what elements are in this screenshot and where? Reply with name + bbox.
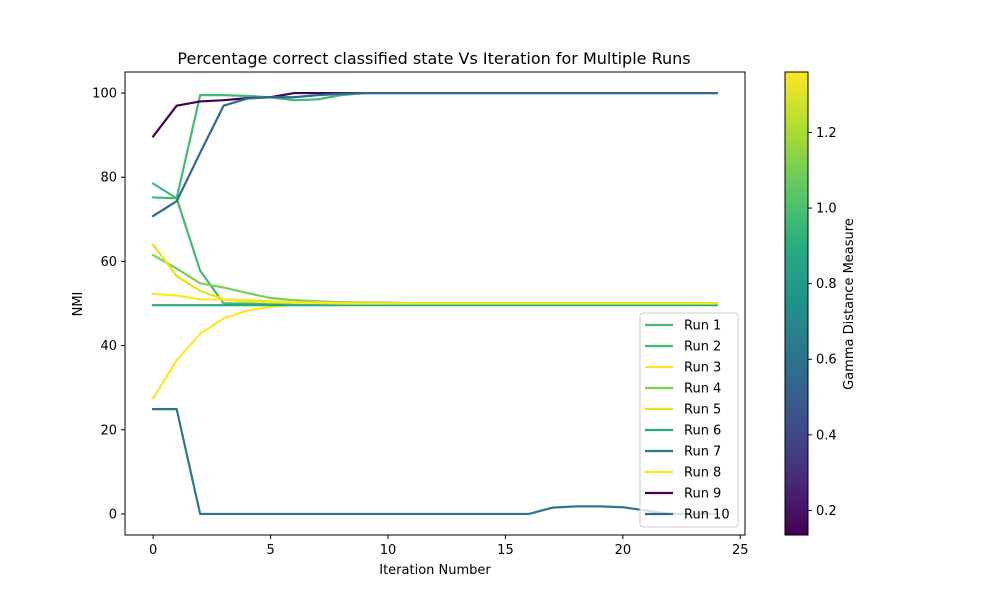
y-axis-ticks: 0 20 40 60 80 100 — [92, 87, 125, 522]
colorbar-tick-label: 0.8 — [816, 277, 837, 292]
colorbar-gradient — [784, 71, 809, 536]
y-tick-label: 60 — [100, 255, 117, 270]
legend-label-run-8: Run 8 — [684, 466, 721, 481]
series-line-run-8 — [152, 292, 718, 305]
series-line-run-3 — [151, 302, 718, 400]
series-line-run-4 — [151, 253, 718, 305]
legend-items: Run 1 Run 2 Run 3 Run 4 Run 5 Run 6 Run 7 Run 8… — [645, 319, 730, 523]
legend-label-run-2: Run 2 — [684, 340, 721, 355]
legend-label-run-7: Run 7 — [684, 445, 721, 460]
y-tick-label: 40 — [100, 339, 117, 354]
series-line-run-7 — [152, 408, 718, 516]
colorbar-tick-label: 1.2 — [816, 126, 837, 141]
series-line-run-1 — [151, 91, 718, 200]
legend: Run 1 Run 2 Run 3 Run 4 Run 5 Run 6 Run 7 Run 8… — [639, 312, 739, 528]
x-tick-label: 0 — [149, 543, 157, 558]
plot-area: 0 5 10 15 20 25 0 20 40 60 80 100 — [92, 71, 749, 558]
legend-label-run-1: Run 1 — [684, 319, 721, 334]
y-tick-label: 100 — [92, 87, 117, 102]
series-line-run-9 — [151, 91, 718, 138]
y-tick-label: 20 — [100, 423, 117, 438]
plot-frame — [124, 71, 746, 536]
legend-label-run-6: Run 6 — [684, 424, 721, 439]
series-line-run-2 — [152, 196, 718, 305]
colorbar-label: Gamma Distance Measure — [842, 218, 857, 390]
x-tick-label: 20 — [615, 543, 632, 558]
legend-label-run-9: Run 9 — [684, 487, 721, 502]
y-axis-label: NMI — [71, 292, 86, 317]
legend-label-run-5: Run 5 — [684, 403, 721, 418]
colorbar-tick-label: 1.0 — [816, 202, 837, 217]
colorbar-tick-label: 0.6 — [816, 353, 837, 368]
colorbar-ticks: 0.2 0.4 0.6 0.8 1.0 1.2 — [808, 126, 837, 519]
colorbar-tick-label: 0.4 — [816, 428, 837, 443]
x-tick-label: 10 — [380, 543, 397, 558]
legend-label-run-10: Run 10 — [684, 508, 730, 523]
y-tick-label: 80 — [100, 171, 117, 186]
chart-title: Percentage correct classified state Vs I… — [177, 49, 690, 68]
series-line-run-10 — [151, 91, 718, 218]
x-axis-ticks: 0 5 10 15 20 25 — [149, 535, 749, 558]
x-tick-label: 15 — [497, 543, 514, 558]
series-line-run-5 — [151, 243, 718, 305]
series-lines — [151, 91, 718, 516]
x-tick-label: 25 — [732, 543, 749, 558]
y-tick-label: 0 — [109, 507, 117, 522]
legend-label-run-4: Run 4 — [684, 382, 721, 397]
x-tick-label: 5 — [266, 543, 274, 558]
legend-label-run-3: Run 3 — [684, 361, 721, 376]
colorbar-tick-label: 0.2 — [816, 504, 837, 519]
x-axis-label: Iteration Number — [379, 563, 491, 578]
colorbar: 0.2 0.4 0.6 0.8 1.0 1.2 Gamma Distance Measur… — [784, 71, 857, 536]
